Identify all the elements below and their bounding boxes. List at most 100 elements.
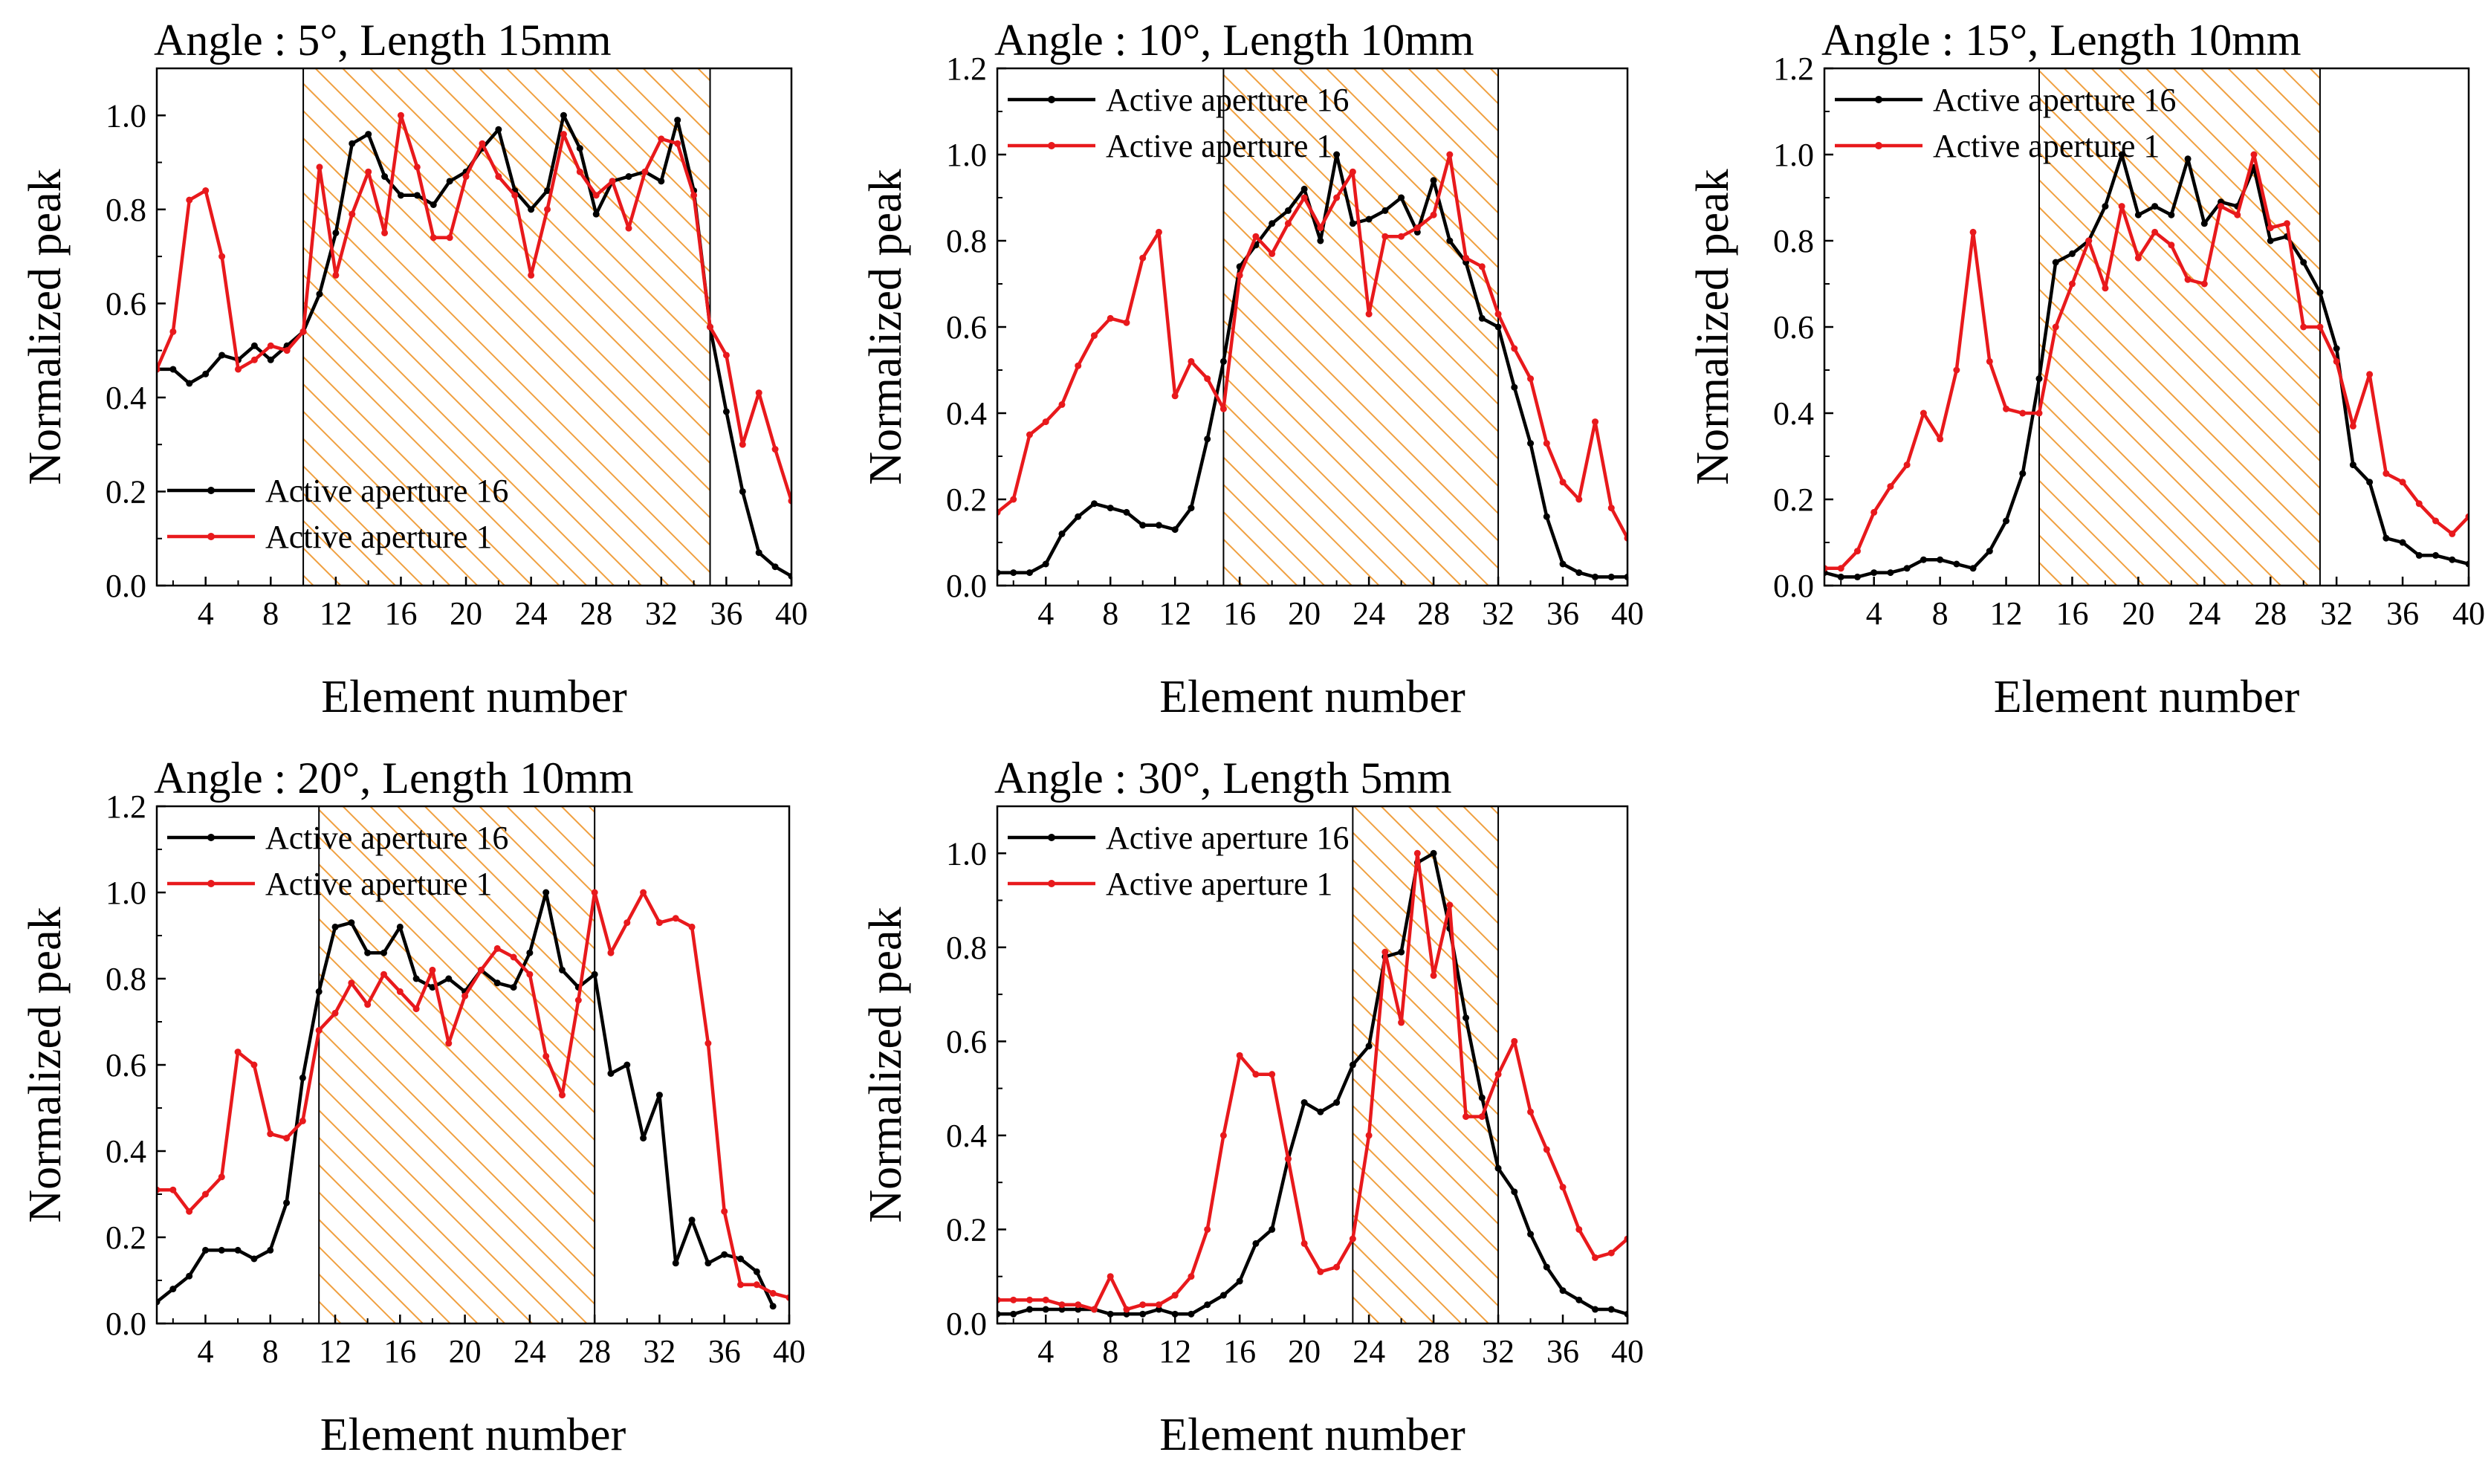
data-point: [528, 271, 535, 279]
data-point: [1123, 1306, 1130, 1313]
data-point: [1155, 1306, 1162, 1313]
x-tick-label: 4: [197, 1333, 213, 1370]
data-point: [445, 1040, 453, 1047]
data-point: [1592, 418, 1599, 426]
data-point: [169, 1286, 177, 1293]
data-point: [1969, 565, 1977, 572]
data-point: [1026, 569, 1033, 577]
data-point: [1462, 254, 1470, 262]
series-aperture-1: [157, 111, 791, 505]
data-point: [721, 1251, 728, 1258]
data-point: [511, 192, 519, 199]
series-line: [997, 852, 1627, 1316]
data-point: [1607, 505, 1615, 512]
data-point: [2102, 285, 2109, 292]
data-point: [1075, 513, 1082, 520]
data-point: [1853, 548, 1861, 555]
data-point: [445, 975, 453, 982]
data-point: [704, 1040, 712, 1047]
data-point: [1171, 1292, 1179, 1299]
y-tick-label: 0.0: [106, 1306, 146, 1342]
data-point: [623, 1061, 631, 1069]
data-point: [1284, 207, 1292, 214]
data-point: [755, 389, 762, 397]
data-point: [655, 1092, 663, 1099]
data-point: [1300, 1099, 1308, 1106]
chart-title: Angle : 5°, Length 15mm: [154, 16, 612, 65]
chart-title: Angle : 20°, Length 10mm: [154, 754, 634, 803]
x-axis-label: Element number: [320, 1410, 626, 1460]
legend-marker: [1875, 142, 1882, 149]
data-point: [1090, 500, 1098, 508]
data-point: [1494, 311, 1502, 318]
data-point: [201, 1246, 209, 1254]
data-point: [1430, 211, 1437, 218]
data-point: [688, 923, 696, 930]
y-tick-label: 0.4: [1773, 395, 1814, 432]
data-point: [1269, 220, 1276, 227]
data-point: [2168, 211, 2175, 218]
y-tick-label: 0.2: [1773, 482, 1814, 518]
data-point: [739, 441, 746, 448]
data-point: [1607, 1249, 1615, 1257]
data-point: [526, 971, 534, 978]
data-point: [1236, 271, 1243, 279]
data-point: [625, 224, 632, 232]
data-point: [2118, 151, 2125, 158]
x-tick-label: 36: [1546, 1333, 1579, 1370]
data-point: [739, 487, 746, 495]
data-point: [592, 192, 600, 199]
data-point: [234, 1049, 242, 1056]
data-point: [1219, 1132, 1227, 1139]
data-point: [1204, 1301, 1211, 1309]
chart-panel-p2: 4 8 12 16 20 24 28 32 36 400.00.20.40.60.81.01.2A…: [861, 16, 1644, 722]
plot-frame: [996, 805, 1629, 1325]
data-point: [1853, 573, 1861, 580]
x-tick-label: 12: [1159, 595, 1191, 632]
legend-marker: [1875, 96, 1882, 103]
data-point: [495, 173, 502, 181]
data-point: [2035, 375, 2043, 383]
series-line: [157, 114, 791, 502]
data-point: [1365, 311, 1373, 318]
data-point: [169, 1186, 177, 1193]
data-point: [1333, 1263, 1341, 1271]
x-tick-label: 16: [383, 1333, 416, 1370]
data-point: [380, 949, 387, 956]
x-tick-label: 40: [773, 1333, 806, 1370]
x-tick-label: 4: [198, 595, 214, 632]
data-point: [658, 178, 665, 185]
data-point: [397, 111, 404, 119]
x-tick-label: 32: [645, 595, 678, 632]
data-point: [1219, 1292, 1227, 1299]
data-point: [2218, 203, 2225, 210]
data-point: [186, 196, 193, 204]
data-point: [1937, 435, 1944, 443]
data-point: [2300, 259, 2307, 266]
data-point: [2415, 551, 2423, 559]
data-point: [1527, 440, 1535, 447]
data-point: [2068, 250, 2076, 257]
data-point: [542, 1052, 550, 1060]
x-tick-label: 12: [1159, 1333, 1191, 1370]
data-point: [1607, 1306, 1615, 1313]
data-point: [2449, 556, 2456, 563]
data-point: [1527, 1108, 1535, 1115]
series-aperture-16: [1824, 151, 2469, 580]
data-point: [1969, 228, 1977, 236]
data-point: [592, 210, 600, 218]
data-point: [1300, 185, 1308, 192]
data-point: [1333, 151, 1341, 158]
data-point: [1139, 1310, 1147, 1318]
data-point: [331, 1009, 339, 1017]
data-point: [1903, 565, 1911, 572]
data-point: [1920, 556, 1927, 563]
y-axis-label: Normalized peak: [20, 169, 71, 485]
legend-label: Active aperture 16: [1106, 82, 1349, 118]
data-point: [1317, 1268, 1324, 1275]
data-point: [574, 997, 582, 1004]
data-point: [1300, 194, 1308, 201]
data-point: [1107, 1273, 1114, 1280]
data-point: [1527, 1231, 1535, 1238]
y-axis-label: Normalized peak: [861, 169, 911, 485]
